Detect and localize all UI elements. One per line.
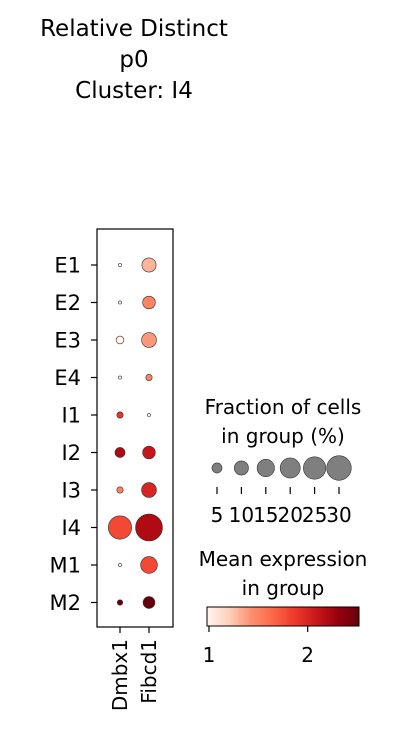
dot-e1-dmbx1: [118, 263, 122, 267]
group-label: E2: [54, 291, 81, 315]
dot-m2-fibcd1: [142, 596, 156, 609]
group-label: E3: [54, 329, 81, 353]
chart-title: Relative Distinct p0 Cluster: I4: [40, 16, 228, 104]
dot-m1-dmbx1: [118, 563, 122, 567]
title-line-3: Cluster: I4: [75, 78, 193, 104]
dot-i1-fibcd1: [147, 413, 151, 417]
group-label: M1: [50, 554, 81, 578]
dot-i2-fibcd1: [142, 445, 156, 460]
size-legend-dot: [279, 457, 301, 479]
colorbar-tick-label: 1: [203, 643, 216, 667]
size-legend-dot: [233, 460, 249, 476]
colorbar-tick-label: 2: [301, 643, 314, 667]
dot-i1-dmbx1: [116, 411, 124, 419]
dot-e2-fibcd1: [142, 295, 156, 310]
title-line-1: Relative Distinct: [40, 16, 228, 42]
gene-axis: Dmbx1 Fibcd1: [108, 627, 161, 711]
group-label: I2: [61, 441, 81, 465]
size-legend-label: 30: [326, 503, 351, 527]
plot-area: E1 E2 E3 E4 I1 I2 I3 I4 M1 M2 Dmbx1 Fibcd1: [50, 228, 174, 711]
dot-m1-fibcd1: [140, 556, 158, 574]
size-legend-dot: [211, 462, 223, 474]
size-legend-title-1: Fraction of cells: [205, 395, 362, 419]
gene-label: Dmbx1: [108, 639, 132, 711]
group-label: I4: [61, 516, 81, 540]
size-legend-label: 15: [253, 503, 278, 527]
size-legend-title-2: in group (%): [221, 424, 345, 448]
dot-i4-fibcd1: [135, 513, 163, 542]
size-legend-dot: [256, 458, 275, 477]
group-label: E4: [54, 366, 81, 390]
dot-i3-dmbx1: [116, 486, 124, 494]
group-axis: E1 E2 E3 E4 I1 I2 I3 I4 M1 M2: [50, 254, 97, 615]
size-legend-label: 25: [302, 503, 327, 527]
size-legend-label: 10: [229, 503, 254, 527]
title-line-2: p0: [119, 47, 148, 73]
group-label: I1: [61, 404, 81, 428]
size-legend-label: 5: [211, 503, 224, 527]
dot-e1-fibcd1: [141, 257, 157, 273]
dot-m2-dmbx1: [116, 599, 124, 606]
size-legend-label: 20: [277, 503, 302, 527]
dot-i3-fibcd1: [141, 482, 157, 498]
dot-e4-fibcd1: [145, 374, 153, 381]
dot-i4-dmbx1: [108, 515, 132, 540]
size-legend: Fraction of cells in group (%) 5 10152025…: [205, 395, 362, 527]
group-label: I3: [61, 479, 81, 503]
dot-e3-fibcd1: [141, 332, 157, 348]
group-label: M2: [50, 591, 81, 615]
colorbar: [206, 606, 360, 627]
dot-e3-dmbx1: [115, 335, 125, 345]
dot-e4-dmbx1: [118, 375, 122, 380]
color-legend-title-1: Mean expression: [199, 547, 368, 571]
dots-layer: [108, 257, 163, 609]
gene-label: Fibcd1: [137, 639, 161, 704]
dot-e2-dmbx1: [118, 300, 122, 305]
plot-frame: [96, 228, 174, 628]
size-legend-dot: [303, 456, 327, 480]
group-label: E1: [54, 254, 81, 278]
dot-i2-dmbx1: [114, 447, 126, 458]
size-legend-dot: [326, 455, 352, 481]
color-legend-title-2: in group: [242, 576, 325, 600]
